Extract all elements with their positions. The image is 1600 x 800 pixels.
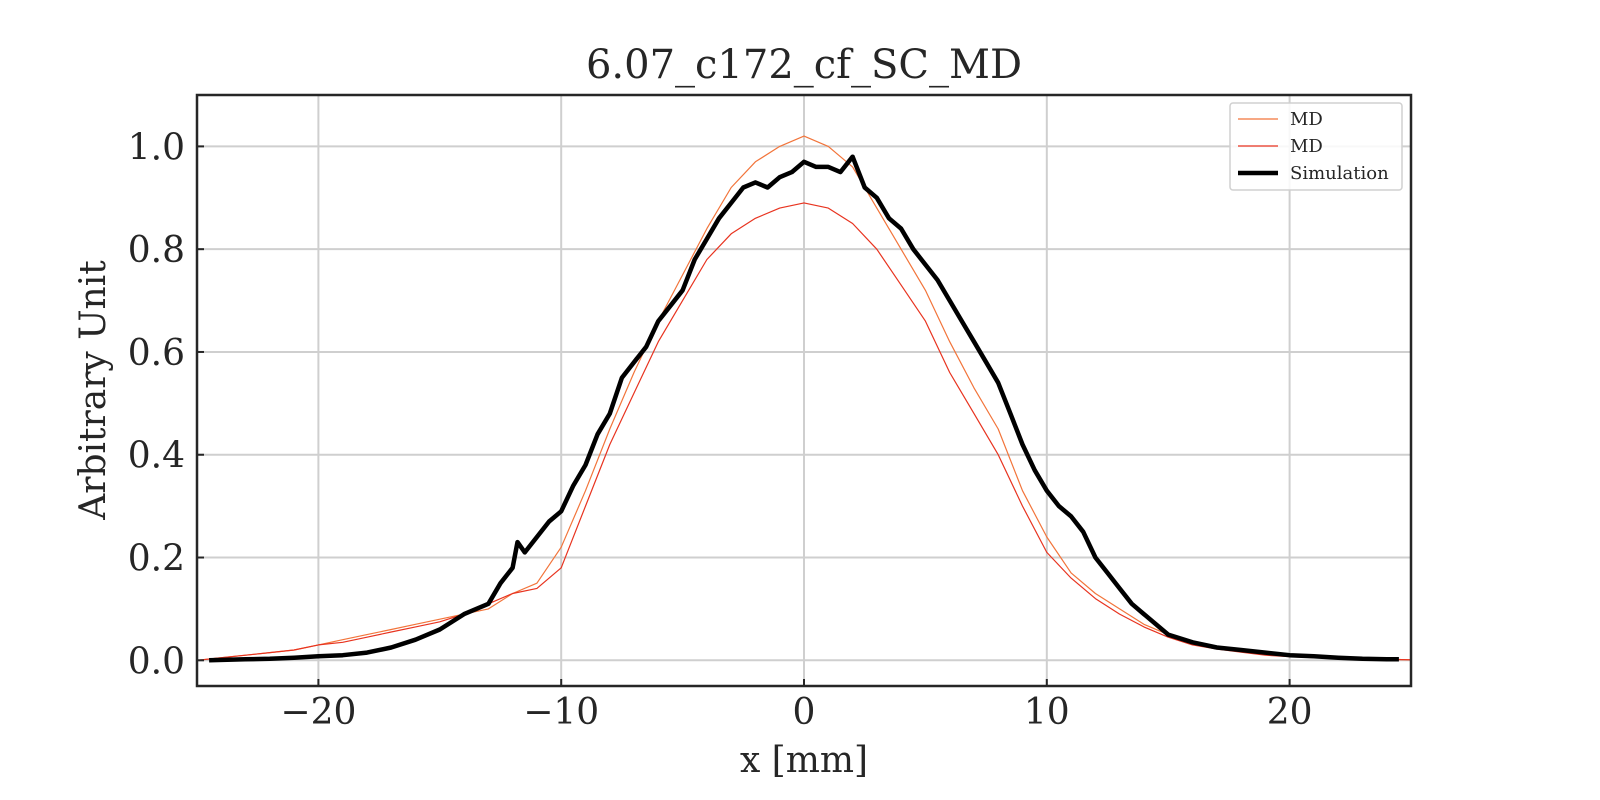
y-tick-label: 0.2 xyxy=(128,539,185,580)
y-tick-label: 0.0 xyxy=(128,641,185,682)
x-tick-label: 0 xyxy=(793,692,816,733)
y-axis-label: Arbitrary Unit xyxy=(73,260,114,521)
series-line-3 xyxy=(209,154,1399,663)
x-axis-label: x [mm] xyxy=(740,740,868,781)
legend-label: MD xyxy=(1290,136,1323,157)
legend: MD MD Simulation xyxy=(1229,102,1403,191)
ticks: −20 −10 0 10 20 0.0 0.2 0.4 0.6 0.8 1.0 xyxy=(128,127,1313,733)
chart-title: 6.07_c172_cf_SC_MD xyxy=(586,42,1022,88)
grid xyxy=(197,95,1411,686)
legend-box xyxy=(1229,102,1403,191)
legend-label: Simulation xyxy=(1290,163,1389,184)
x-tick-label: −20 xyxy=(280,692,356,733)
y-tick-label: 0.4 xyxy=(128,436,185,477)
x-tick-label: 20 xyxy=(1267,692,1313,733)
x-tick-label: −10 xyxy=(523,692,599,733)
y-tick-label: 0.8 xyxy=(128,230,185,271)
x-tick-label: 10 xyxy=(1024,692,1070,733)
y-tick-label: 1.0 xyxy=(128,127,185,168)
y-tick-label: 0.6 xyxy=(128,333,185,374)
series-layer xyxy=(197,135,1411,663)
legend-label: MD xyxy=(1290,109,1323,130)
